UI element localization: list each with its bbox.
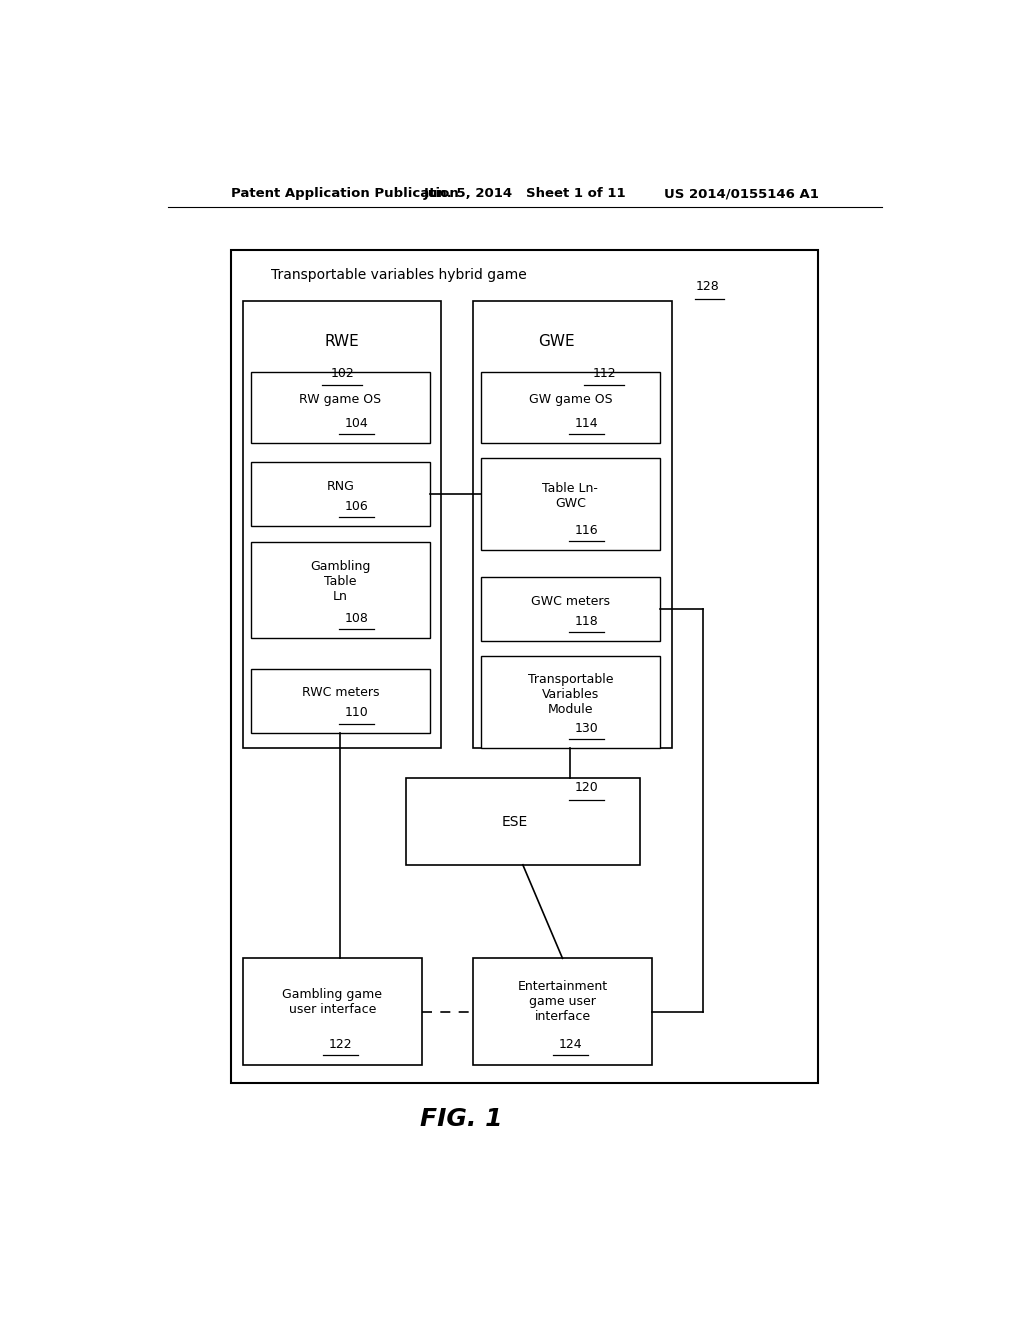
Text: US 2014/0155146 A1: US 2014/0155146 A1: [664, 187, 818, 201]
Text: 102: 102: [331, 367, 354, 380]
Text: 112: 112: [592, 367, 616, 380]
Text: Transportable
Variables
Module: Transportable Variables Module: [527, 673, 613, 715]
Text: 110: 110: [344, 706, 368, 719]
Text: Table Ln-
GWC: Table Ln- GWC: [543, 482, 598, 510]
Text: 130: 130: [574, 722, 598, 735]
Text: Patent Application Publication: Patent Application Publication: [231, 187, 459, 201]
Text: 118: 118: [574, 615, 598, 628]
Text: Gambling game
user interface: Gambling game user interface: [283, 987, 382, 1015]
Text: 124: 124: [559, 1038, 583, 1051]
FancyBboxPatch shape: [481, 656, 659, 748]
Text: GW game OS: GW game OS: [528, 393, 612, 405]
Text: RNG: RNG: [327, 479, 354, 492]
Text: GWE: GWE: [539, 334, 574, 348]
FancyBboxPatch shape: [473, 958, 652, 1065]
Text: Entertainment
game user
interface: Entertainment game user interface: [517, 979, 607, 1023]
Text: 116: 116: [574, 524, 598, 536]
Text: FIG. 1: FIG. 1: [420, 1107, 503, 1131]
FancyBboxPatch shape: [243, 958, 422, 1065]
Text: RWC meters: RWC meters: [301, 686, 379, 700]
Text: 114: 114: [574, 417, 598, 430]
FancyBboxPatch shape: [406, 779, 640, 865]
Text: GWC meters: GWC meters: [530, 594, 610, 607]
Text: Jun. 5, 2014   Sheet 1 of 11: Jun. 5, 2014 Sheet 1 of 11: [424, 187, 626, 201]
FancyBboxPatch shape: [251, 462, 430, 527]
Text: Transportable variables hybrid game: Transportable variables hybrid game: [270, 268, 526, 282]
Text: 104: 104: [344, 417, 368, 430]
Text: 108: 108: [344, 612, 368, 624]
Text: ESE: ESE: [502, 814, 528, 829]
FancyBboxPatch shape: [481, 458, 659, 549]
FancyBboxPatch shape: [251, 372, 430, 444]
Text: 120: 120: [574, 781, 598, 795]
Text: 106: 106: [344, 500, 368, 513]
Text: Gambling
Table
Ln: Gambling Table Ln: [310, 560, 371, 603]
FancyBboxPatch shape: [243, 301, 441, 748]
FancyBboxPatch shape: [231, 249, 818, 1084]
FancyBboxPatch shape: [481, 372, 659, 444]
FancyBboxPatch shape: [251, 541, 430, 638]
FancyBboxPatch shape: [251, 669, 430, 733]
Text: RWE: RWE: [325, 334, 359, 348]
Text: 128: 128: [695, 280, 719, 293]
FancyBboxPatch shape: [481, 577, 659, 642]
Text: RW game OS: RW game OS: [299, 393, 381, 405]
Text: 122: 122: [329, 1038, 352, 1051]
FancyBboxPatch shape: [473, 301, 672, 748]
